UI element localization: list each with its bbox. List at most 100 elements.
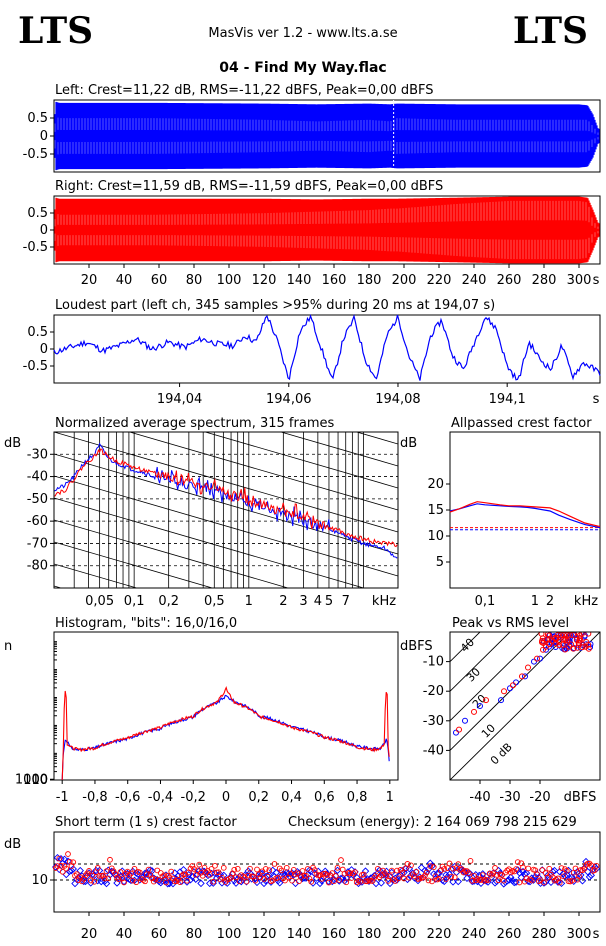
stc-ylabel: dB: [4, 837, 21, 852]
stc-point: [329, 870, 336, 876]
stc-point: [318, 876, 326, 885]
stc-point: [516, 879, 523, 886]
stc-point: [289, 877, 295, 884]
loudest-trace: [53, 313, 601, 381]
stc-point: [75, 877, 82, 884]
stc-point: [324, 872, 330, 878]
spectrum-slope-line: [54, 278, 398, 378]
x-unit-label: s: [593, 392, 600, 407]
pvr-point: [562, 637, 569, 644]
stc-point: [346, 870, 353, 876]
x-tick-label: 1: [531, 594, 539, 609]
stc-point: [161, 872, 168, 879]
x-tick-label: 260: [497, 273, 522, 288]
spectrum-slope-line: [128, 432, 398, 511]
stc-point: [449, 878, 457, 886]
stc-point: [361, 867, 370, 875]
x-tick-label: 0,5: [204, 594, 225, 609]
spectrum-slope-line: [54, 630, 398, 730]
stc-title: Short term (1 s) crest factor: [55, 815, 237, 830]
waveform-trace: [54, 101, 600, 171]
stc-point: [413, 868, 420, 875]
stc-point: [129, 867, 137, 876]
x-tick-label: 40: [116, 273, 133, 288]
stc-point: [215, 869, 222, 876]
stc-point: [206, 871, 213, 878]
y-tick-label: 10: [31, 773, 48, 788]
pvr-crest-line: [450, 632, 541, 722]
pvr-point: [556, 642, 563, 649]
x-tick-label: 120: [252, 927, 277, 942]
spectrum-frame: [53, 431, 399, 589]
stc-point: [294, 870, 301, 877]
stc-point: [377, 879, 385, 887]
stc-point: [243, 878, 250, 885]
pvr-point: [501, 688, 507, 695]
stc-point: [189, 863, 196, 869]
stc-point: [129, 877, 136, 884]
stc-point: [208, 866, 215, 872]
stc-point: [465, 870, 472, 877]
stc-point: [576, 873, 582, 880]
stc-point: [460, 869, 467, 876]
stc-point: [164, 880, 172, 888]
x-tick-label: -30: [499, 790, 520, 805]
spectrum-slope-line: [203, 432, 398, 489]
stc-point: [95, 866, 104, 875]
stc-point: [325, 879, 332, 886]
pvr-point: [477, 703, 483, 709]
stc-point: [178, 872, 185, 879]
x-unit-label: s: [593, 273, 600, 288]
spectrum-ylabel: dB: [4, 436, 21, 451]
y-tick-label: 100: [23, 773, 48, 788]
stc-point: [374, 866, 381, 872]
x-tick-label: 60: [151, 273, 168, 288]
stc-point: [265, 871, 273, 879]
y-tick-label: 0: [40, 129, 48, 144]
spectrum-slope-line: [54, 497, 366, 588]
x-tick-label: 4: [314, 594, 322, 609]
stc-point: [495, 877, 502, 884]
y-tick-label: 1000: [15, 772, 48, 787]
stc-point: [399, 869, 406, 876]
pvr-point: [562, 646, 569, 653]
stc-point: [299, 868, 306, 874]
stc-point: [177, 879, 183, 885]
stc-point: [255, 871, 262, 878]
x-tick-label: 60: [151, 927, 168, 942]
spectrum-slope-line: [279, 432, 398, 467]
y-tick-label: 0.5: [27, 325, 48, 340]
stc-point: [262, 866, 269, 872]
stc-point: [252, 877, 259, 884]
pvr-point: [585, 645, 592, 652]
x-tick-label: 0,4: [281, 790, 302, 805]
spectrum-slope-line: [54, 563, 138, 588]
stc-point: [196, 861, 203, 868]
stc-point: [338, 857, 344, 863]
stc-point: [519, 867, 527, 876]
y-tick-label: -30: [27, 447, 48, 462]
crest-title: Allpassed crest factor: [451, 416, 592, 431]
stc-point: [173, 878, 180, 885]
stc-point: [369, 878, 376, 884]
stc-point: [541, 879, 547, 886]
pvr-point: [585, 641, 592, 648]
y-tick-label: -0.5: [23, 147, 48, 162]
x-tick-label: 0,2: [158, 594, 179, 609]
stc-point: [166, 874, 173, 881]
stc-point: [231, 866, 238, 873]
stc-point: [91, 878, 98, 885]
y-tick-label: -40: [27, 470, 48, 485]
pvr-point: [456, 726, 462, 733]
y-tick-label: 0: [40, 342, 48, 357]
stc-point: [304, 866, 311, 872]
stc-point: [100, 872, 106, 879]
stc-point: [479, 870, 487, 878]
pvr-crest-line: [450, 632, 600, 780]
x-tick-label: 180: [357, 927, 382, 942]
stc-point: [478, 877, 484, 883]
stc-point: [534, 871, 540, 878]
stc-point: [89, 872, 96, 879]
stc-point: [383, 872, 390, 879]
